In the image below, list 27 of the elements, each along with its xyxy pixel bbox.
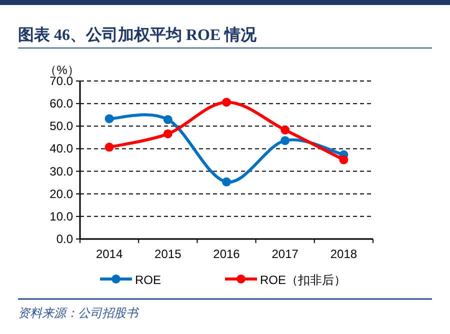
x-tick-label: 2016 bbox=[213, 247, 240, 261]
legend-label: ROE（扣非后） bbox=[260, 273, 346, 287]
x-tick-label: 2014 bbox=[96, 247, 123, 261]
point bbox=[280, 136, 290, 146]
point bbox=[222, 98, 231, 107]
x-tick-label: 2017 bbox=[272, 247, 299, 261]
y-axis-title: （%） bbox=[44, 63, 80, 77]
x-tick-label: 2018 bbox=[330, 247, 358, 261]
y-tick-label: 20.0 bbox=[50, 186, 74, 201]
y-tick-label: 0.0 bbox=[56, 232, 74, 246]
point bbox=[163, 115, 172, 124]
point bbox=[280, 125, 290, 134]
y-tick-label: 30.0 bbox=[50, 164, 74, 178]
legend-label: ROE bbox=[135, 273, 162, 287]
point bbox=[104, 142, 114, 152]
point bbox=[339, 155, 348, 164]
text: 资料来源：公司招股书 bbox=[18, 306, 140, 320]
y-tick-label: 70.0 bbox=[50, 74, 74, 88]
y-tick-label: 10.0 bbox=[50, 209, 74, 224]
y-tick-label: 60.0 bbox=[50, 96, 74, 111]
point bbox=[104, 114, 114, 124]
point bbox=[163, 129, 172, 138]
point bbox=[222, 177, 231, 186]
x-tick-label: 2015 bbox=[154, 247, 182, 261]
chart-title: 图表 46、公司加权平均 ROE 情况 bbox=[18, 26, 258, 44]
y-tick-label: 50.0 bbox=[50, 119, 74, 134]
y-tick-label: 40.0 bbox=[50, 142, 74, 156]
